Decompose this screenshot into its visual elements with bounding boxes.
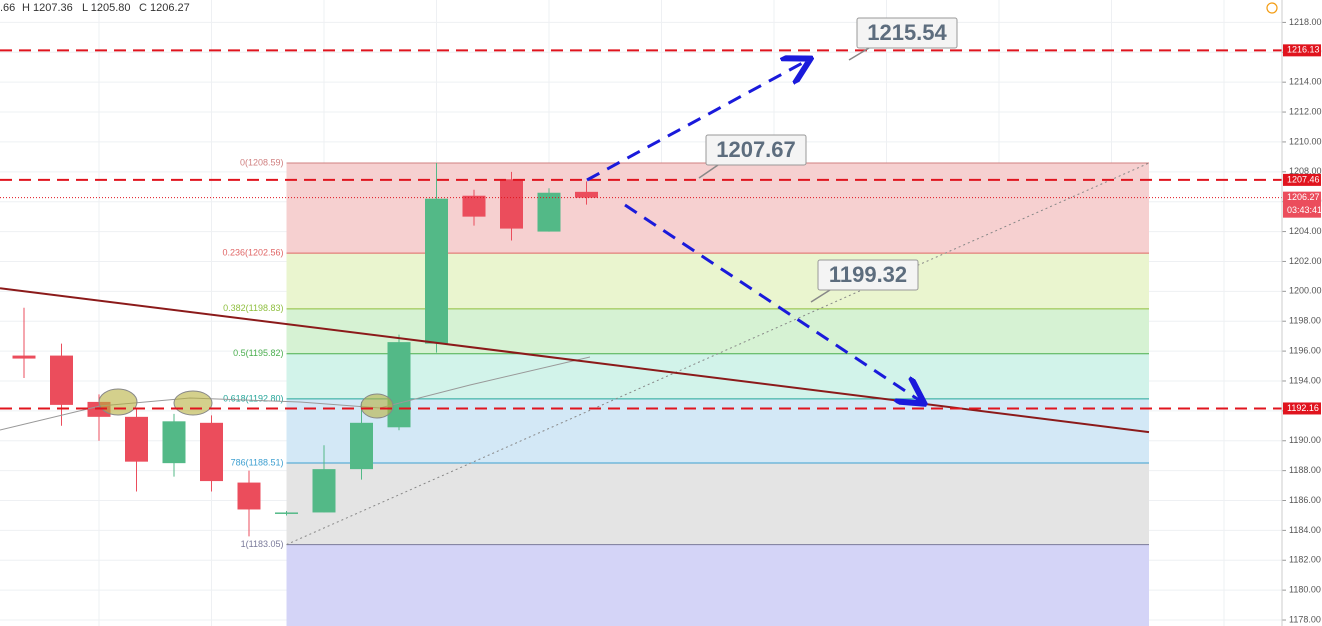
last-price-tag — [1283, 191, 1321, 218]
price-tag-label: 1192.16 — [1287, 403, 1319, 413]
last-price-label: 1206.27 — [1287, 192, 1320, 202]
fib-label: 786(1188.51) — [231, 457, 284, 467]
header-open: .66 — [0, 2, 15, 14]
price-axis: 1218.001216.001214.001212.001210.001208.… — [1282, 17, 1322, 624]
y-tick-label: 1210.00 — [1289, 136, 1322, 146]
header-close: C 1206.27 — [139, 2, 190, 14]
fib-label: 0(1208.59) — [240, 157, 284, 167]
alert-icon — [1266, 2, 1278, 14]
y-tick-label: 1196.00 — [1289, 345, 1321, 355]
candle-body — [387, 342, 411, 428]
header-high: H 1207.36 — [22, 2, 73, 14]
candle-body — [312, 469, 336, 513]
price-tag — [1283, 44, 1321, 57]
y-tick-label: 1180.00 — [1289, 585, 1321, 595]
candle-body — [500, 179, 523, 229]
y-tick-label: 1208.00 — [1289, 166, 1322, 176]
candle-body — [50, 355, 73, 405]
candle-body — [537, 192, 561, 232]
y-tick-label: 1188.00 — [1289, 465, 1321, 475]
candle-body — [275, 512, 298, 514]
fib-label: 1(1183.05) — [241, 539, 284, 549]
fib-band — [286, 162, 1149, 254]
fibonacci-layer: 0(1208.59) 0.236(1202.56) 0.382(1198.83) 0.… — [222, 157, 1150, 626]
fib-band — [286, 463, 1149, 545]
candle-body — [12, 355, 36, 359]
fib-label: 0.382(1198.83) — [223, 303, 283, 313]
highlight — [173, 390, 213, 416]
fib-label: 0.236(1202.56) — [222, 247, 283, 257]
y-tick-label: 1186.00 — [1289, 495, 1321, 505]
y-tick-label: 1182.00 — [1289, 555, 1321, 565]
projection-arrow — [624, 203, 922, 402]
callout-box — [817, 259, 919, 291]
fib-connector — [286, 162, 1150, 546]
y-tick-label: 1212.00 — [1289, 106, 1322, 116]
callout-tail — [848, 47, 870, 61]
highlight — [98, 388, 138, 416]
y-tick-label: 1200.00 — [1289, 286, 1322, 296]
candle-body — [462, 195, 486, 217]
candle-body — [200, 422, 223, 482]
countdown: 03:43:41 — [1287, 205, 1322, 215]
y-tick-label: 1184.00 — [1289, 525, 1321, 535]
fib-band — [286, 253, 1149, 309]
fib-band — [286, 353, 1149, 399]
callout-tail — [698, 164, 719, 179]
candle-body — [425, 198, 448, 344]
y-tick-label: 1204.00 — [1289, 226, 1322, 236]
callout-label: 1215.54 — [867, 20, 947, 45]
y-tick-label: 1190.00 — [1289, 435, 1321, 445]
overlay-layer — [0, 49, 1282, 434]
fib-band — [286, 308, 1149, 354]
candle-body — [237, 482, 261, 510]
candle-body — [125, 416, 148, 462]
candle-body — [162, 421, 186, 464]
fib-band — [286, 544, 1149, 626]
callout-label: 1199.32 — [829, 262, 907, 287]
callout-box — [856, 17, 958, 49]
callout-label: 1207.67 — [716, 137, 796, 162]
y-tick-label: 1178.00 — [1289, 614, 1321, 624]
y-tick-label: 1202.00 — [1289, 256, 1322, 266]
projection-arrow — [586, 60, 808, 182]
price-tag — [1283, 402, 1321, 415]
candle-body — [575, 191, 598, 198]
y-tick-label: 1198.00 — [1289, 316, 1321, 326]
fib-label: 0.5(1195.82) — [233, 348, 283, 358]
y-tick-label: 1214.00 — [1289, 77, 1322, 87]
price-tag — [1283, 173, 1321, 186]
header-low: L 1205.80 — [82, 2, 131, 14]
y-tick-label: 1194.00 — [1289, 375, 1321, 385]
callout-box — [705, 134, 807, 166]
price-tag-label: 1216.13 — [1287, 45, 1320, 55]
candle-body — [350, 422, 373, 470]
price-tag-label: 1207.46 — [1287, 174, 1320, 184]
callout-tail — [810, 289, 831, 303]
fib-band — [286, 398, 1149, 464]
y-tick-label: 1218.00 — [1289, 17, 1322, 27]
fib-label: 0.618(1192.80) — [223, 393, 283, 403]
highlight — [360, 393, 394, 419]
